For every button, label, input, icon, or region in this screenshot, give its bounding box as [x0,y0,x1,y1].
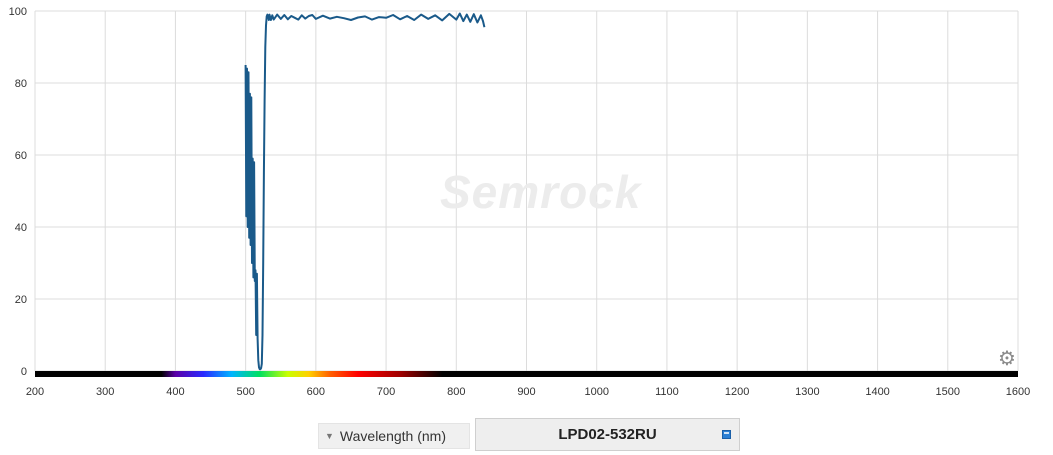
transmission-chart: Semrock 200 300 400 500 600 700 800 900 1000 1100… [9,6,1031,398]
y-tick-label: 80 [15,78,27,90]
spectrum-bar-visible [161,371,443,377]
caret-down-icon: ▼ [325,431,334,441]
y-axis-tick-labels: 0 20 40 60 80 100 [9,6,27,378]
x-tick-label: 1300 [795,386,819,398]
x-tick-label: 300 [96,386,114,398]
x-tick-label: 600 [307,386,325,398]
x-tick-label: 200 [26,386,44,398]
product-name: LPD02-532RU [558,426,657,443]
x-tick-label: 1400 [865,386,889,398]
chart-grid [34,10,1019,372]
series-line [244,12,486,371]
x-tick-label: 1200 [725,386,749,398]
x-axis-select-label: Wavelength (nm) [339,428,446,444]
y-tick-label: 20 [15,294,27,306]
x-tick-label: 1600 [1006,386,1030,398]
x-tick-label: 800 [447,386,465,398]
x-tick-label: 900 [517,386,535,398]
x-axis-select[interactable]: ▼ Wavelength (nm) [318,423,470,449]
semrock-watermark: Semrock [440,166,643,218]
series-group [244,12,486,371]
visible-spectrum-bar [35,371,1018,377]
y-tick-label: 60 [15,150,27,162]
x-tick-label: 400 [166,386,184,398]
spectrum-bar-base [35,371,1018,377]
settings-gear-icon[interactable]: ⚙ [998,348,1016,370]
y-tick-label: 100 [9,6,27,18]
save-icon[interactable] [722,430,731,439]
x-axis-tick-labels: 200 300 400 500 600 700 800 900 1000 1100 1200 1300… [26,386,1030,398]
product-name-box[interactable]: LPD02-532RU [475,418,740,451]
y-tick-label: 0 [21,366,27,378]
x-tick-label: 700 [377,386,395,398]
x-tick-label: 1100 [655,386,679,398]
x-tick-label: 500 [236,386,254,398]
x-tick-label: 1000 [584,386,608,398]
y-tick-label: 40 [15,222,27,234]
x-tick-label: 1500 [936,386,960,398]
